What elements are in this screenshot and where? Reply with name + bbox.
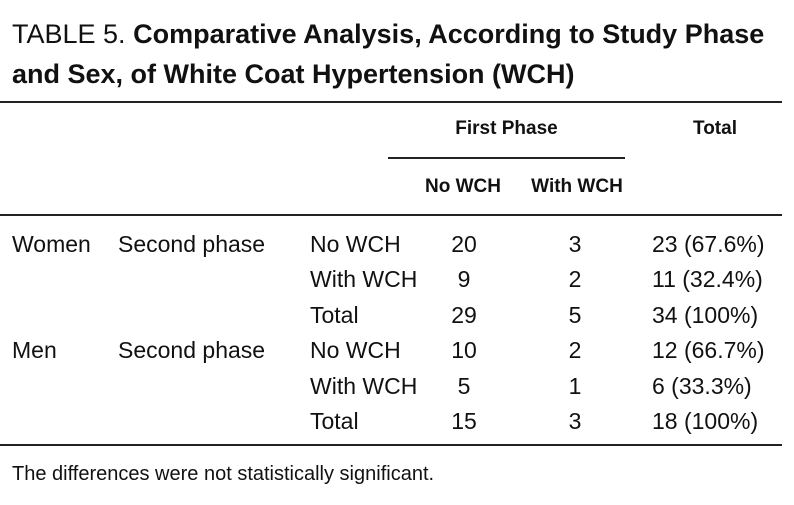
top-rule <box>0 101 782 103</box>
bottom-rule <box>0 444 782 446</box>
footnote: The differences were not statistically s… <box>12 463 435 485</box>
row-label: No WCH <box>310 231 401 257</box>
sex-label: Men <box>12 337 57 364</box>
title-label: TABLE 5. <box>12 19 126 49</box>
sex-label: Women <box>12 231 91 257</box>
total-count: 11 (32.4%) <box>652 266 763 293</box>
header-with-wch: With WCH <box>531 176 623 197</box>
with-wch-count: 3 <box>568 231 582 257</box>
no-wch-count: 29 <box>451 301 477 328</box>
phase-label: Second phase <box>118 231 266 257</box>
total-count: 23 (67.6%) <box>652 231 765 257</box>
total-count: 6 (33.3%) <box>652 372 752 399</box>
with-wch-count: 5 <box>568 301 582 328</box>
with-wch-count: 2 <box>568 266 582 293</box>
header-first-phase: First Phase <box>455 118 558 139</box>
row-label: With WCH <box>310 266 418 293</box>
table-title: TABLE 5. Comparative Analysis, According… <box>12 14 782 94</box>
total-count: 18 (100%) <box>652 408 759 434</box>
with-wch-count: 2 <box>568 337 582 364</box>
row-label: Total <box>310 408 359 434</box>
header-total: Total <box>693 118 737 139</box>
total-count: 12 (66.7%) <box>652 337 765 364</box>
header-rule <box>0 214 782 216</box>
with-wch-count: 3 <box>568 408 582 434</box>
row-label: No WCH <box>310 337 401 364</box>
title-text: Comparative Analysis, According to Study… <box>12 19 765 89</box>
no-wch-count: 5 <box>457 372 471 399</box>
total-count: 34 (100%) <box>652 301 759 328</box>
spanner-rule <box>388 157 625 159</box>
no-wch-count: 10 <box>451 337 477 364</box>
row-label: With WCH <box>310 372 418 399</box>
with-wch-count: 1 <box>568 372 582 399</box>
row-label: Total <box>310 301 359 328</box>
header-no-wch: No WCH <box>425 176 501 197</box>
phase-label: Second phase <box>118 337 266 364</box>
no-wch-count: 15 <box>451 408 477 434</box>
no-wch-count: 9 <box>457 266 471 293</box>
no-wch-count: 20 <box>451 231 477 257</box>
